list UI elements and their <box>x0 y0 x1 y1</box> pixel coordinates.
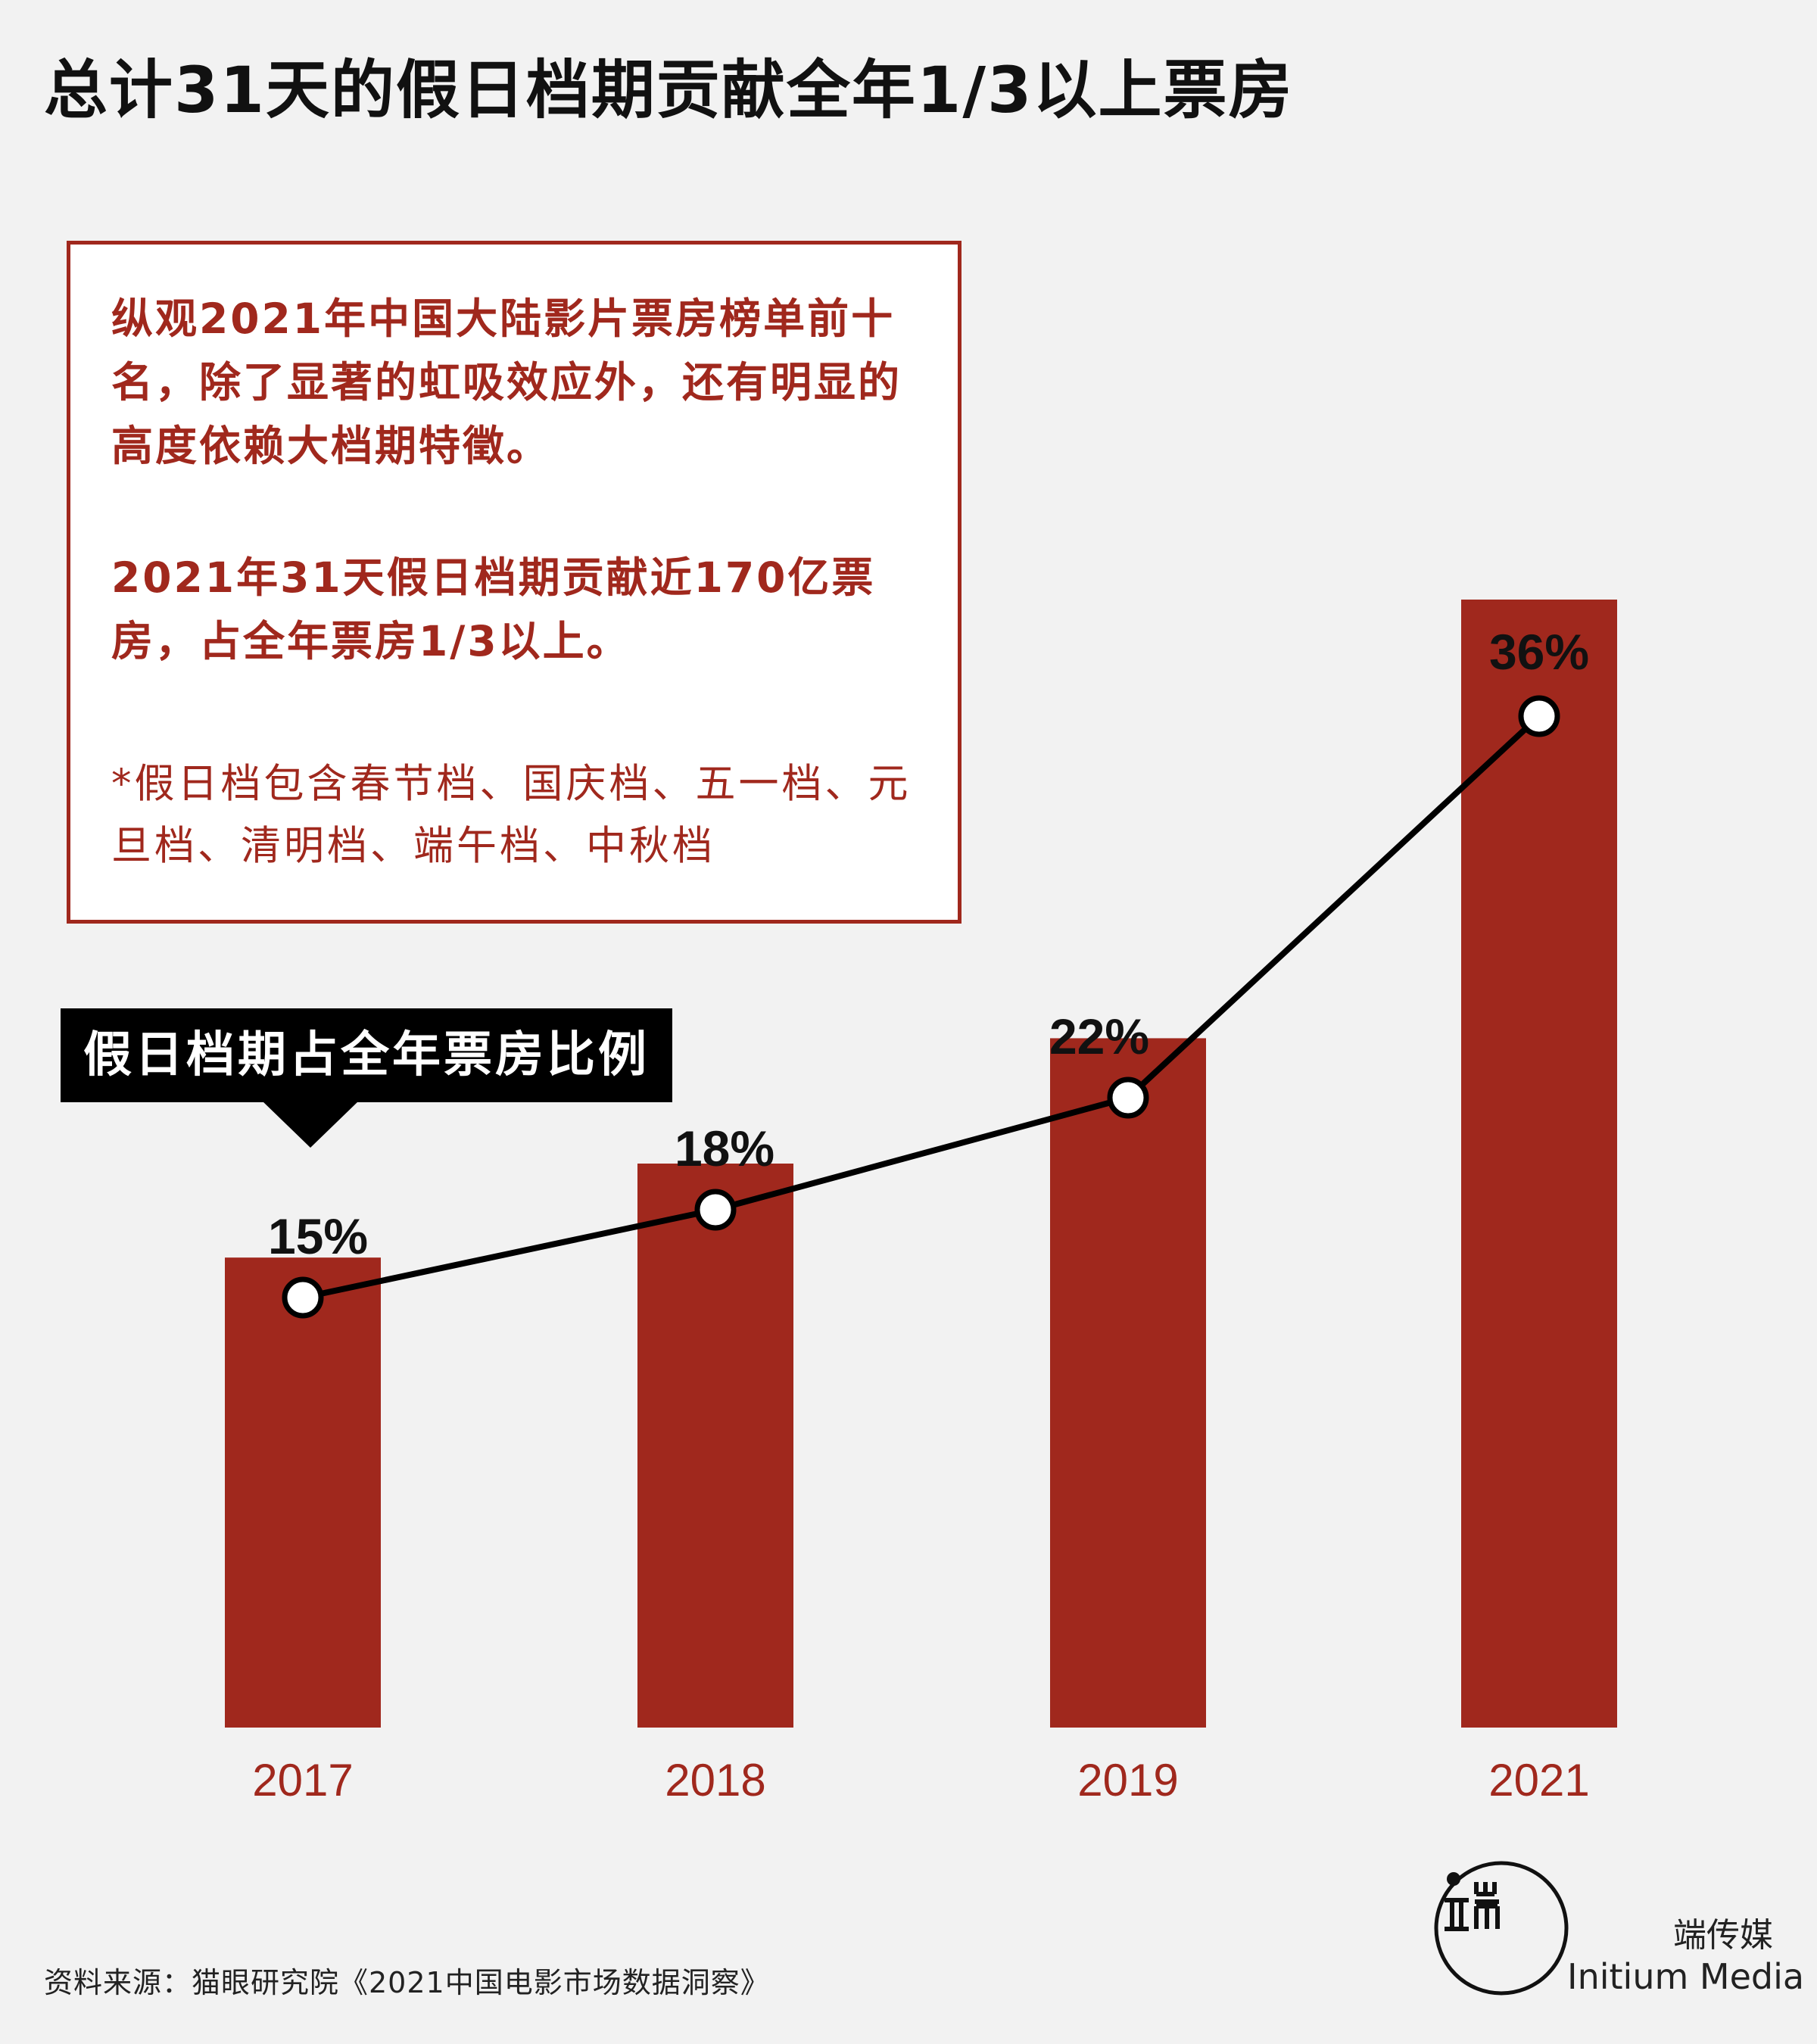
data-label-2021: 36% <box>1489 624 1589 680</box>
info-box: 纵观2021年中国大陆影片票房榜单前十名，除了显著的虹吸效应外，还有明显的高度依… <box>67 241 961 924</box>
point-marker-2017 <box>282 1276 324 1319</box>
info-paragraph-1: 纵观2021年中国大陆影片票房榜单前十名，除了显著的虹吸效应外，还有明显的高度依… <box>111 294 902 470</box>
brand-name-zh: 端传媒 <box>1673 1916 1773 1955</box>
bar-2017 <box>225 1257 381 1728</box>
source-note: 资料来源：猫眼研究院《2021中国电影市场数据洞察》 <box>44 1966 770 1999</box>
bar-2019 <box>1050 1038 1206 1728</box>
data-label-2019: 22% <box>1049 1008 1149 1064</box>
bar-line-chart: 15% 18% 22% 36% 2017 2018 2019 2021 <box>225 600 1617 1806</box>
data-label-2018: 18% <box>675 1120 774 1176</box>
point-marker-2019 <box>1107 1077 1149 1119</box>
category-label-2021: 2021 <box>1488 1755 1589 1806</box>
point-marker-2018 <box>694 1189 737 1231</box>
point-marker-2021 <box>1518 695 1560 737</box>
brand-name-en: Initium Media <box>1567 1956 1805 1997</box>
initium-logo-icon <box>1434 1861 1569 1996</box>
category-label-2019: 2019 <box>1077 1755 1178 1806</box>
chart-label-pointer <box>262 1101 359 1148</box>
data-label-2017: 15% <box>268 1208 368 1264</box>
bar-2018 <box>637 1164 793 1728</box>
category-label-2017: 2017 <box>252 1755 353 1806</box>
chart-title: 总计31天的假日档期贡献全年1/3以上票房 <box>44 53 1294 127</box>
trend-line <box>302 714 1541 1301</box>
category-label-2018: 2018 <box>665 1755 765 1806</box>
info-paragraph-2: 2021年31天假日档期贡献近170亿票房，占全年票房1/3以上。 <box>111 553 876 665</box>
info-note: *假日档包含春节档、国庆档、五一档、元旦档、清明档、端午档、中秋档 <box>111 761 912 869</box>
bar-2021 <box>1461 600 1617 1728</box>
chart-series-label: 假日档期占全年票房比例 <box>61 1008 672 1102</box>
